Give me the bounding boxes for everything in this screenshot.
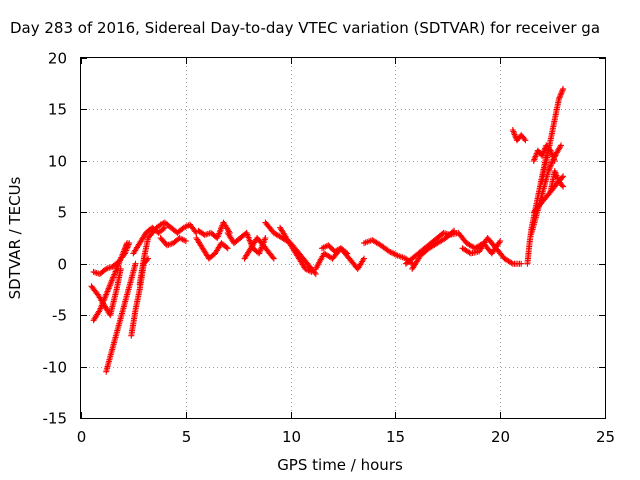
data-point [391, 251, 398, 258]
data-point [497, 238, 504, 245]
data-point [558, 142, 564, 149]
axis-ticks [81, 58, 606, 419]
data-point [223, 244, 230, 251]
plot-frame [80, 57, 606, 419]
data-point [547, 147, 554, 154]
data-point [311, 269, 318, 276]
data-point [360, 257, 367, 263]
data-point [344, 250, 351, 257]
data-point [386, 248, 393, 255]
data-point [132, 260, 139, 267]
data-point [122, 244, 129, 250]
x-tick-labels: 0 5 10 15 20 25 [77, 428, 615, 446]
y-tick-labels: -15 -10 -5 0 5 10 15 20 [43, 50, 68, 428]
x-tick-label: 0 [77, 428, 87, 446]
data-point [262, 235, 269, 241]
y-tick-label: 10 [48, 153, 67, 171]
y-tick-label: 15 [48, 101, 67, 119]
data-point [549, 152, 556, 158]
y-tick-label: -5 [52, 307, 67, 325]
data-point [387, 249, 394, 256]
data-point [521, 136, 528, 142]
data-point [532, 153, 539, 160]
data-point [117, 265, 124, 272]
data-point [518, 260, 525, 267]
x-tick-label: 15 [386, 428, 405, 446]
data-point [393, 251, 400, 258]
data-point [224, 245, 231, 252]
data-point [539, 151, 546, 158]
y-axis-title: SDTVAR / TECUs [6, 176, 24, 299]
data-point [388, 249, 395, 256]
x-tick-label: 20 [491, 428, 510, 446]
x-axis-title: GPS time / hours [277, 456, 403, 474]
data-point [559, 87, 566, 94]
data-point [560, 173, 567, 180]
data-series [88, 85, 567, 375]
data-point [547, 163, 554, 170]
data-point [157, 221, 164, 228]
y-tick-label: 0 [57, 256, 67, 274]
x-tick-label: 5 [182, 428, 192, 446]
data-point [270, 255, 277, 262]
data-point [342, 249, 349, 256]
data-point [553, 172, 560, 179]
data-point [522, 137, 529, 144]
data-point [161, 224, 168, 231]
x-tick-label: 10 [282, 428, 301, 446]
data-point [312, 271, 319, 277]
data-point [510, 128, 517, 135]
x-tick-label: 25 [596, 428, 615, 446]
y-tick-label: -10 [43, 359, 68, 377]
data-point [551, 157, 558, 164]
data-point [560, 85, 567, 92]
data-point [361, 255, 367, 262]
data-point [269, 254, 276, 261]
y-tick-label: 5 [57, 204, 67, 222]
y-tick-label: 20 [48, 50, 67, 68]
data-point [555, 96, 562, 103]
data-point [496, 239, 503, 246]
data-point [308, 268, 315, 275]
data-point [390, 250, 397, 257]
data-point [560, 183, 567, 190]
data-point [124, 240, 131, 247]
data-point [559, 182, 565, 189]
data-point [508, 259, 515, 266]
data-point [182, 238, 189, 245]
y-tick-label: -15 [43, 410, 68, 428]
data-point [160, 225, 167, 232]
chart-title: Day 283 of 2016, Sidereal Day-to-day VTE… [10, 19, 600, 37]
data-point [557, 91, 564, 98]
data-point [559, 174, 565, 181]
